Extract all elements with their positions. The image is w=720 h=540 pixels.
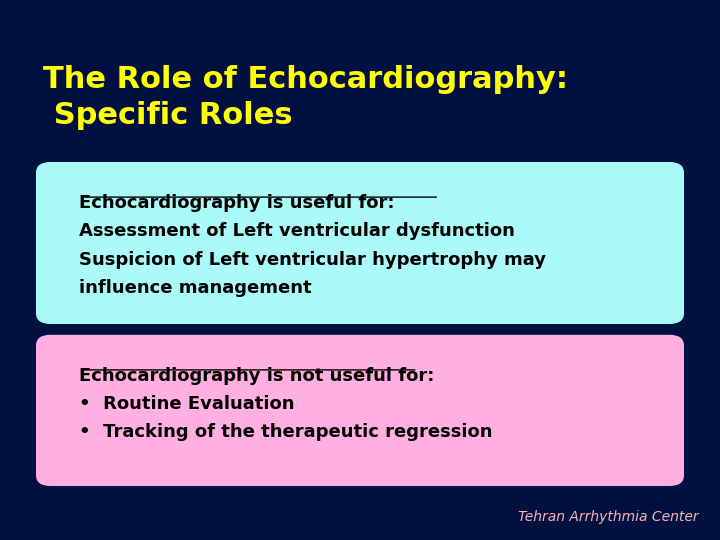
Text: Assessment of Left ventricular dysfunction: Assessment of Left ventricular dysfuncti… — [79, 222, 515, 240]
FancyBboxPatch shape — [36, 335, 684, 486]
Text: Suspicion of Left ventricular hypertrophy may: Suspicion of Left ventricular hypertroph… — [79, 251, 546, 268]
Text: Echocardiography is useful for:: Echocardiography is useful for: — [79, 194, 395, 212]
Text: The Role of Echocardiography:
 Specific Roles: The Role of Echocardiography: Specific R… — [43, 65, 568, 130]
Text: Echocardiography is not useful for:: Echocardiography is not useful for: — [79, 367, 435, 385]
Text: •  Tracking of the therapeutic regression: • Tracking of the therapeutic regression — [79, 423, 492, 441]
Text: influence management: influence management — [79, 279, 312, 296]
FancyBboxPatch shape — [36, 162, 684, 324]
Text: •  Routine Evaluation: • Routine Evaluation — [79, 395, 294, 413]
Text: Tehran Arrhythmia Center: Tehran Arrhythmia Center — [518, 510, 698, 524]
